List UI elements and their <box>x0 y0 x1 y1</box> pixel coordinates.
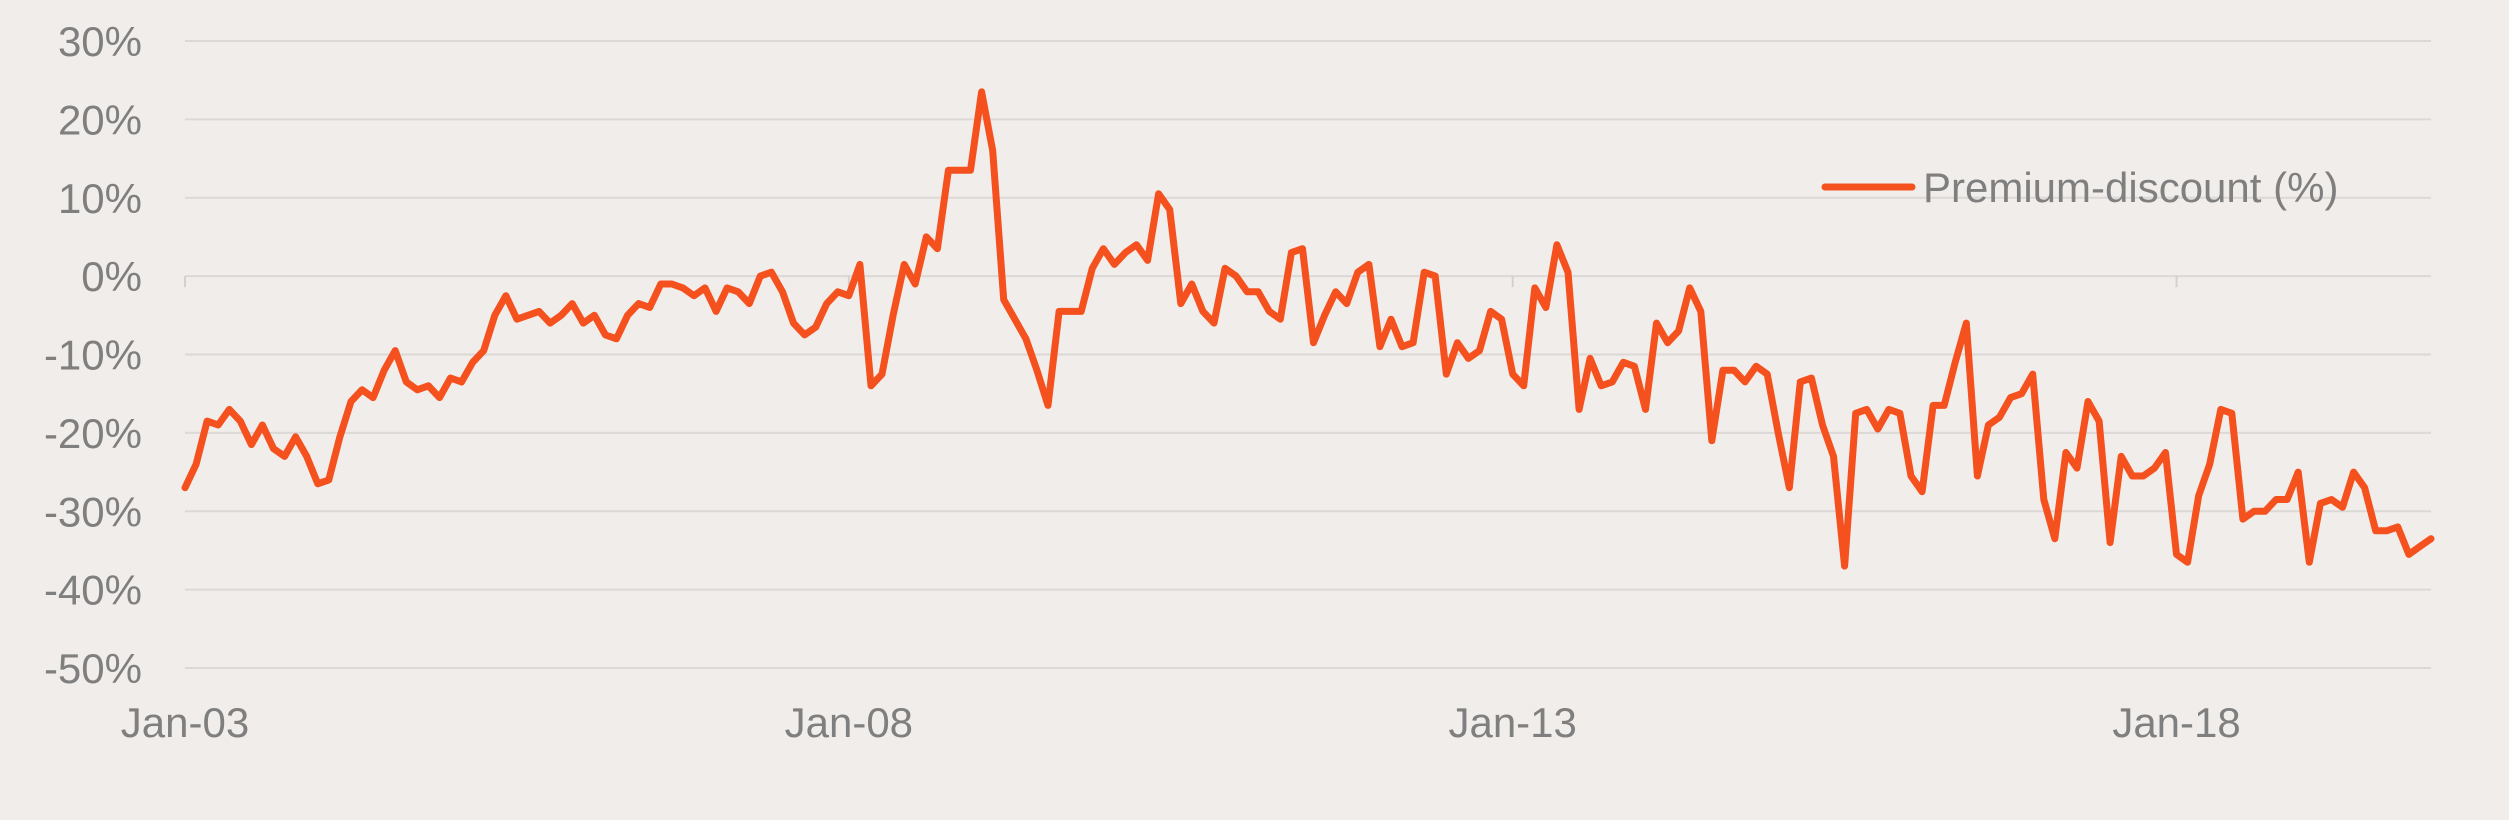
y-tick-label: -30% <box>44 488 142 535</box>
y-tick-label: -20% <box>44 410 142 457</box>
x-tick-label: Jan-13 <box>1448 699 1576 746</box>
y-tick-label: 0% <box>81 253 142 300</box>
legend: Premium-discount (%) <box>1821 164 2338 211</box>
x-axis: Jan-03 Jan-08 Jan-13 Jan-18 <box>121 276 2241 746</box>
series-group <box>181 88 2435 570</box>
y-tick-label: 20% <box>58 96 142 143</box>
y-tick-label: 30% <box>58 18 142 65</box>
legend-label: Premium-discount (%) <box>1923 164 2338 211</box>
x-tick-label: Jan-03 <box>121 699 249 746</box>
gridlines <box>185 40 2431 669</box>
y-tick-label: -50% <box>44 645 142 692</box>
y-tick-label: -40% <box>44 567 142 614</box>
x-tick-label: Jan-08 <box>785 699 913 746</box>
series-line-premium-discount <box>181 88 2435 570</box>
y-axis-tick-labels: 30% 20% 10% 0% -10% -20% -30% -40% -50% <box>44 18 142 692</box>
y-tick-label: 10% <box>58 175 142 222</box>
x-tick-label: Jan-18 <box>2112 699 2240 746</box>
y-tick-label: -10% <box>44 332 142 379</box>
